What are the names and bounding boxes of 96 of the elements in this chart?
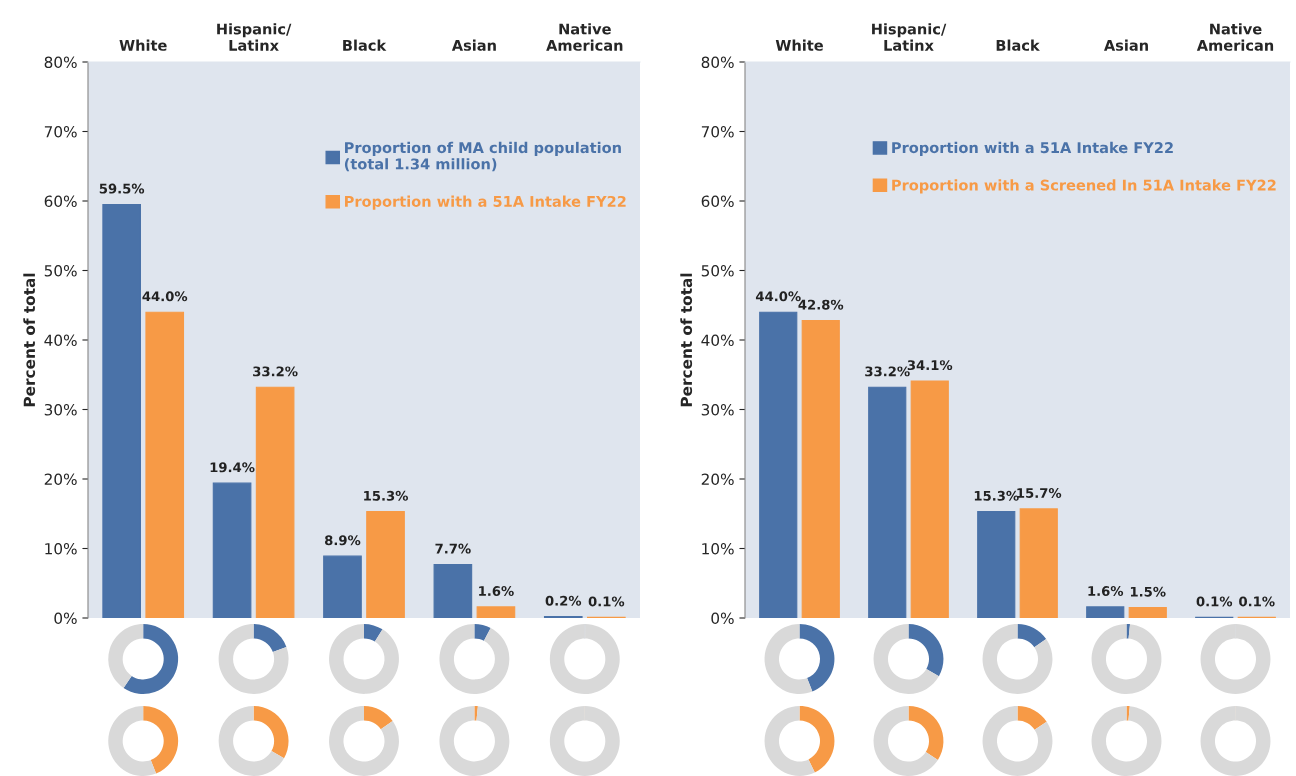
donut-slice xyxy=(474,706,478,721)
donut-slice xyxy=(908,624,944,677)
y-tick-label: 0% xyxy=(711,612,734,625)
y-axis-title: Percent of total xyxy=(680,273,693,407)
x-tick-label: Black xyxy=(343,39,387,51)
data-label: 0.1% xyxy=(588,596,625,607)
data-label: 15.3% xyxy=(974,490,1019,501)
y-tick-label: 50% xyxy=(701,264,734,277)
x-tick-label: White xyxy=(119,39,167,51)
data-label: 15.7% xyxy=(1017,488,1062,498)
y-tick-label: 0% xyxy=(54,612,77,625)
donut-slice xyxy=(143,706,179,774)
donut-slice xyxy=(764,624,813,694)
data-label: 0.1% xyxy=(1196,596,1233,607)
x-tick-label: Hispanic/ Latinx xyxy=(872,23,947,51)
y-tick-label: 60% xyxy=(701,195,734,208)
data-label: 1.5% xyxy=(1130,586,1166,597)
donut-slice xyxy=(364,624,383,642)
y-tick-label: 70% xyxy=(701,125,734,138)
data-label: 59.5% xyxy=(99,183,145,194)
bar xyxy=(145,311,185,618)
x-tick-label: Hispanic/ Latinx xyxy=(217,23,292,51)
legend-label: Proportion with a 51A Intake FY22 xyxy=(892,141,1173,156)
bar xyxy=(255,386,295,618)
data-label: 7.7% xyxy=(435,543,471,554)
bar xyxy=(910,380,949,618)
donut-slice xyxy=(873,624,939,694)
donut-slice xyxy=(218,624,289,694)
y-tick-label: 20% xyxy=(701,473,734,486)
data-label: 44.0% xyxy=(142,291,188,302)
donut-slice xyxy=(982,624,1053,694)
donut-slice xyxy=(799,706,835,773)
legend-label: Proportion with a 51A Intake FY22 xyxy=(345,195,626,210)
data-label: 15.3% xyxy=(364,490,408,501)
donut-slice xyxy=(253,706,289,759)
bar xyxy=(1019,508,1058,618)
data-label: 1.6% xyxy=(1088,586,1124,596)
y-tick-label: 40% xyxy=(701,334,734,347)
bar xyxy=(212,482,252,618)
donut-slice xyxy=(329,706,399,776)
x-tick-label: Black xyxy=(996,39,1040,51)
data-label: 8.9% xyxy=(324,535,361,546)
bar xyxy=(1086,606,1125,618)
y-tick-label: 30% xyxy=(701,403,734,416)
donut-slice xyxy=(1091,706,1162,776)
bar xyxy=(759,311,798,618)
donut-slice xyxy=(108,624,144,688)
bar xyxy=(102,203,141,618)
donut-slice xyxy=(364,706,393,730)
donut-slice xyxy=(439,706,510,776)
donut-slice xyxy=(253,624,287,652)
y-tick-label: 60% xyxy=(44,195,77,208)
donut-slice xyxy=(1017,624,1047,648)
data-label: 1.6% xyxy=(479,586,514,596)
donut-slice xyxy=(329,624,399,694)
donut-slice xyxy=(908,706,944,760)
data-label: 19.4% xyxy=(210,462,255,473)
x-tick-label: Asian xyxy=(451,39,496,51)
donut-slice xyxy=(218,706,285,776)
y-tick-label: 50% xyxy=(44,264,77,277)
y-tick-label: 70% xyxy=(44,125,77,138)
donut-slice xyxy=(764,706,815,776)
y-tick-label: 80% xyxy=(44,56,77,69)
y-tick-label: 20% xyxy=(44,473,77,486)
y-axis-title: Percent of total xyxy=(23,273,36,407)
data-label: 0.2% xyxy=(545,595,582,606)
y-tick-label: 30% xyxy=(44,403,77,416)
donut-slice xyxy=(799,624,835,692)
bar xyxy=(1128,607,1167,618)
y-tick-label: 10% xyxy=(702,542,734,555)
bar xyxy=(868,386,907,618)
data-label: 33.2% xyxy=(253,366,298,377)
x-tick-label: Native American xyxy=(1196,23,1274,51)
donut-slice xyxy=(474,624,491,641)
x-tick-label: Native American xyxy=(546,23,623,51)
donut-slice xyxy=(108,706,157,776)
y-tick-label: 80% xyxy=(701,56,734,69)
donut-slice xyxy=(1091,624,1162,694)
legend-label: Proportion with a Screened In 51A Intake FY22 xyxy=(892,179,1276,194)
bar xyxy=(433,563,473,618)
data-label: 0.1% xyxy=(1239,596,1275,607)
bar xyxy=(323,555,362,618)
y-tick-label: 10% xyxy=(45,542,77,555)
donut-slice xyxy=(1017,706,1047,730)
donut-slice xyxy=(123,624,179,694)
donut-slice xyxy=(982,706,1053,776)
legend-label: Proportion of MA child population (total 1.34 million) xyxy=(344,141,621,172)
x-tick-label: Asian xyxy=(1103,39,1148,51)
x-tick-label: White xyxy=(775,39,823,51)
bar xyxy=(801,319,840,618)
bar xyxy=(366,511,405,618)
donut-slice xyxy=(439,624,510,694)
donut-slice xyxy=(873,706,938,776)
bar xyxy=(476,606,516,618)
y-tick-label: 40% xyxy=(44,334,77,347)
bar xyxy=(977,511,1016,618)
